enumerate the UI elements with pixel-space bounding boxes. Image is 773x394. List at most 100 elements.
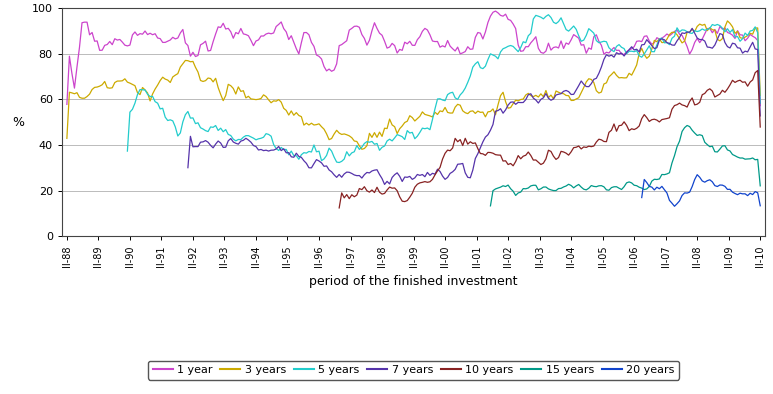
3 years <box>723 19 732 23</box>
5 years <box>629 49 638 54</box>
3 years <box>357 147 366 152</box>
20 years <box>720 184 730 189</box>
20 years <box>713 184 722 189</box>
20 years <box>751 189 760 194</box>
3 years <box>478 110 488 115</box>
20 years <box>639 177 649 182</box>
20 years <box>670 204 679 208</box>
1 year <box>755 103 764 108</box>
20 years <box>687 184 696 189</box>
Line: 7 years: 7 years <box>188 28 760 184</box>
20 years <box>649 188 659 192</box>
15 years <box>513 191 523 195</box>
Line: 10 years: 10 years <box>339 71 760 208</box>
20 years <box>728 190 737 195</box>
20 years <box>657 184 666 189</box>
3 years <box>425 113 434 118</box>
1 year <box>153 35 162 40</box>
7 years <box>557 91 566 96</box>
15 years <box>485 204 495 208</box>
10 years <box>753 68 762 73</box>
20 years <box>645 184 654 189</box>
1 year <box>415 34 424 39</box>
20 years <box>667 201 676 206</box>
10 years <box>755 125 764 129</box>
3 years <box>547 93 556 97</box>
7 years <box>327 169 336 174</box>
5 years <box>123 149 132 154</box>
3 years <box>319 127 329 132</box>
3 years <box>153 83 162 87</box>
20 years <box>730 191 740 196</box>
10 years <box>581 145 591 150</box>
20 years <box>725 187 734 191</box>
20 years <box>647 185 656 190</box>
3 years <box>63 136 72 141</box>
15 years <box>529 183 538 188</box>
20 years <box>738 191 747 196</box>
15 years <box>755 184 764 188</box>
20 years <box>680 191 690 195</box>
1 year <box>319 64 329 69</box>
20 years <box>683 191 692 195</box>
10 years <box>574 144 584 149</box>
7 years <box>329 173 339 177</box>
10 years <box>335 206 344 210</box>
3 years <box>755 93 764 98</box>
15 years <box>720 143 730 148</box>
5 years <box>745 29 754 33</box>
20 years <box>718 183 727 188</box>
10 years <box>670 103 679 108</box>
20 years <box>673 201 682 206</box>
20 years <box>741 191 750 196</box>
5 years <box>529 17 538 21</box>
5 years <box>135 87 145 92</box>
7 years <box>612 50 621 55</box>
1 year <box>475 31 485 35</box>
20 years <box>710 183 720 188</box>
Line: 1 year: 1 year <box>67 11 760 106</box>
10 years <box>478 151 488 156</box>
Line: 5 years: 5 years <box>128 15 760 162</box>
20 years <box>690 177 700 182</box>
20 years <box>665 198 674 203</box>
10 years <box>410 185 420 190</box>
7 years <box>675 35 684 40</box>
20 years <box>685 190 694 195</box>
20 years <box>703 178 712 183</box>
20 years <box>675 199 684 203</box>
7 years <box>755 113 764 118</box>
15 years <box>683 123 692 128</box>
20 years <box>715 183 724 188</box>
20 years <box>695 175 704 180</box>
5 years <box>755 101 764 106</box>
20 years <box>705 177 714 182</box>
20 years <box>652 185 662 190</box>
1 year <box>63 102 72 107</box>
Y-axis label: %: % <box>12 116 24 128</box>
20 years <box>693 172 702 177</box>
20 years <box>743 193 752 198</box>
20 years <box>697 178 707 183</box>
X-axis label: period of the finished investment: period of the finished investment <box>309 275 518 288</box>
20 years <box>662 191 672 195</box>
Legend: 1 year, 3 years, 5 years, 7 years, 10 years, 15 years, 20 years: 1 year, 3 years, 5 years, 7 years, 10 ye… <box>148 361 679 380</box>
20 years <box>700 180 710 184</box>
1 year <box>547 48 556 52</box>
7 years <box>687 26 696 31</box>
15 years <box>612 184 621 189</box>
1 year <box>491 9 500 13</box>
7 years <box>183 165 192 170</box>
7 years <box>380 182 389 187</box>
20 years <box>708 179 717 184</box>
20 years <box>677 193 686 198</box>
20 years <box>735 191 744 195</box>
20 years <box>660 188 669 192</box>
5 years <box>571 27 581 32</box>
20 years <box>733 192 742 197</box>
20 years <box>755 203 764 208</box>
20 years <box>723 187 732 192</box>
20 years <box>655 186 664 191</box>
Line: 15 years: 15 years <box>490 125 760 206</box>
7 years <box>637 43 646 47</box>
